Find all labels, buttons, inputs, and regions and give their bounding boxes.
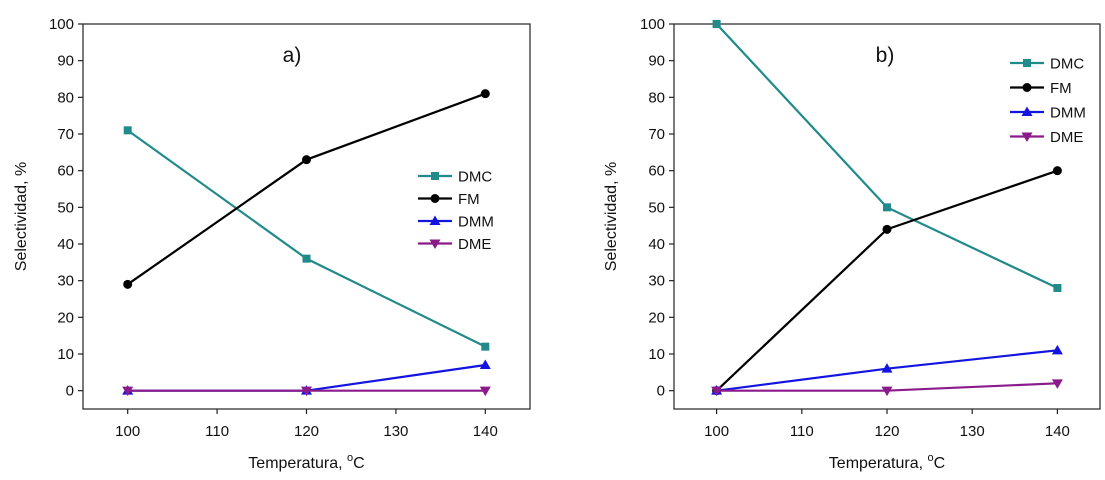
chart-b-svg: 0 10 20 30 40 50 60 70 80 90 100 100 110 120 130 140 Sel… [603, 16, 1101, 472]
legend-marker-a-dmm [429, 215, 441, 225]
chart-panel-a: 0 10 20 30 40 50 60 70 80 90 100 100 110 120 130 140 Sel… [0, 0, 552, 475]
legend-marker-a-fm [430, 194, 440, 203]
legend-label-b-dmm: DMM [1050, 105, 1086, 122]
legend-label-a-fm: FM [458, 191, 480, 208]
legend-marker-b-dmc [1023, 59, 1031, 67]
legend-label-a-dmm: DMM [458, 214, 494, 231]
x-tick-label-b-100: 100 [704, 423, 729, 440]
legend-marker-a-dme [429, 239, 441, 249]
x-axis-label-sup-b: o [928, 452, 934, 464]
y-tick-label-a-60: 60 [57, 163, 74, 180]
data-point-a-dmm-140 [479, 359, 491, 369]
data-point-a-fm-140 [480, 89, 490, 99]
panel-label-a: a) [283, 44, 302, 67]
x-tick-label-a-110: 110 [205, 423, 229, 440]
legend-marker-a-dmc [431, 172, 439, 180]
x-axis-label-sup-a: o [347, 452, 353, 464]
data-point-b-dmm-140 [1051, 344, 1063, 355]
x-tick-label-b-140: 140 [1045, 423, 1070, 440]
data-point-a-dme-140 [479, 386, 491, 397]
legend-label-a-dmc: DMC [458, 169, 492, 186]
data-point-a-dmc-100 [123, 126, 132, 135]
data-point-b-dmc-140 [1053, 284, 1062, 292]
y-axis-label-b: Selectividad, % [603, 162, 620, 271]
data-point-a-dme-120 [301, 386, 312, 397]
data-point-a-fm-100 [123, 279, 133, 289]
x-axis-label-a: Temperatura, oC [248, 452, 364, 472]
legend-marker-b-fm [1022, 83, 1032, 92]
data-point-b-fm-120 [882, 224, 892, 234]
x-tick-label-a-120: 120 [294, 423, 319, 440]
legend-label-a-dme: DME [458, 236, 491, 253]
chart-panel-b: 0 10 20 30 40 50 60 70 80 90 100 100 110 120 130 140 Sel… [552, 0, 1105, 475]
y-tick-label-b-30: 30 [648, 273, 665, 290]
x-tick-label-b-110: 110 [790, 423, 814, 440]
legend-label-b-dmc: DMC [1050, 56, 1084, 73]
y-tick-label-b-90: 90 [648, 53, 665, 70]
x-axis-label-unit-a: C [353, 455, 365, 472]
plot-frame-b [673, 23, 1101, 410]
legend-label-b-dme: DME [1050, 129, 1083, 146]
legend-marker-b-dme [1021, 132, 1033, 142]
y-tick-label-b-0: 0 [657, 383, 665, 400]
y-tick-label-a-50: 50 [57, 199, 74, 216]
data-point-b-fm-140 [1052, 166, 1062, 176]
legend-label-b-fm: FM [1050, 80, 1072, 97]
y-axis-label-a: Selectividad, % [13, 162, 30, 271]
y-tick-label-b-50: 50 [648, 199, 665, 216]
y-tick-label-b-20: 20 [648, 309, 665, 326]
x-tick-label-a-140: 140 [473, 423, 498, 440]
y-tick-label-b-80: 80 [648, 89, 665, 106]
y-tick-label-a-30: 30 [57, 273, 74, 290]
y-tick-label-b-60: 60 [648, 163, 665, 180]
legend-marker-b-dmm [1021, 106, 1033, 116]
y-tick-label-a-10: 10 [57, 346, 74, 363]
y-tick-label-a-90: 90 [57, 53, 74, 70]
x-axis-label-main-b: Temperatura, [829, 455, 928, 472]
data-point-b-dmc-120 [883, 203, 891, 212]
x-tick-label-a-130: 130 [383, 423, 408, 440]
data-point-b-dmm-120 [881, 363, 893, 373]
y-tick-label-b-40: 40 [648, 236, 665, 253]
data-point-a-dmc-140 [481, 342, 490, 351]
x-axis-label-unit-b: C [934, 455, 946, 472]
x-axis-label-b: Temperatura, oC [829, 452, 945, 472]
y-tick-label-b-70: 70 [648, 126, 665, 143]
y-tick-label-b-10: 10 [648, 346, 665, 363]
x-tick-label-a-100: 100 [115, 423, 140, 440]
x-tick-label-b-130: 130 [960, 423, 985, 440]
data-point-a-dmc-120 [302, 254, 311, 263]
y-tick-label-a-100: 100 [49, 16, 74, 33]
panel-label-b: b) [876, 44, 895, 67]
x-tick-label-b-120: 120 [874, 423, 899, 440]
y-tick-label-a-0: 0 [66, 383, 74, 400]
data-point-b-dme-140 [1051, 379, 1063, 389]
y-tick-label-a-70: 70 [57, 126, 74, 143]
data-point-b-dme-100 [711, 386, 723, 397]
y-tick-label-a-80: 80 [57, 89, 74, 106]
data-point-b-dmc-100 [712, 20, 721, 28]
data-point-b-dme-120 [881, 386, 893, 397]
chart-a-svg: 0 10 20 30 40 50 60 70 80 90 100 100 110 120 130 140 Sel… [13, 16, 531, 472]
x-axis-label-main-a: Temperatura, [248, 455, 347, 472]
data-point-a-fm-120 [302, 155, 311, 165]
data-point-a-dme-100 [122, 386, 134, 397]
y-tick-label-b-100: 100 [640, 16, 665, 33]
y-tick-label-a-40: 40 [57, 236, 74, 253]
y-tick-label-a-20: 20 [57, 309, 74, 326]
